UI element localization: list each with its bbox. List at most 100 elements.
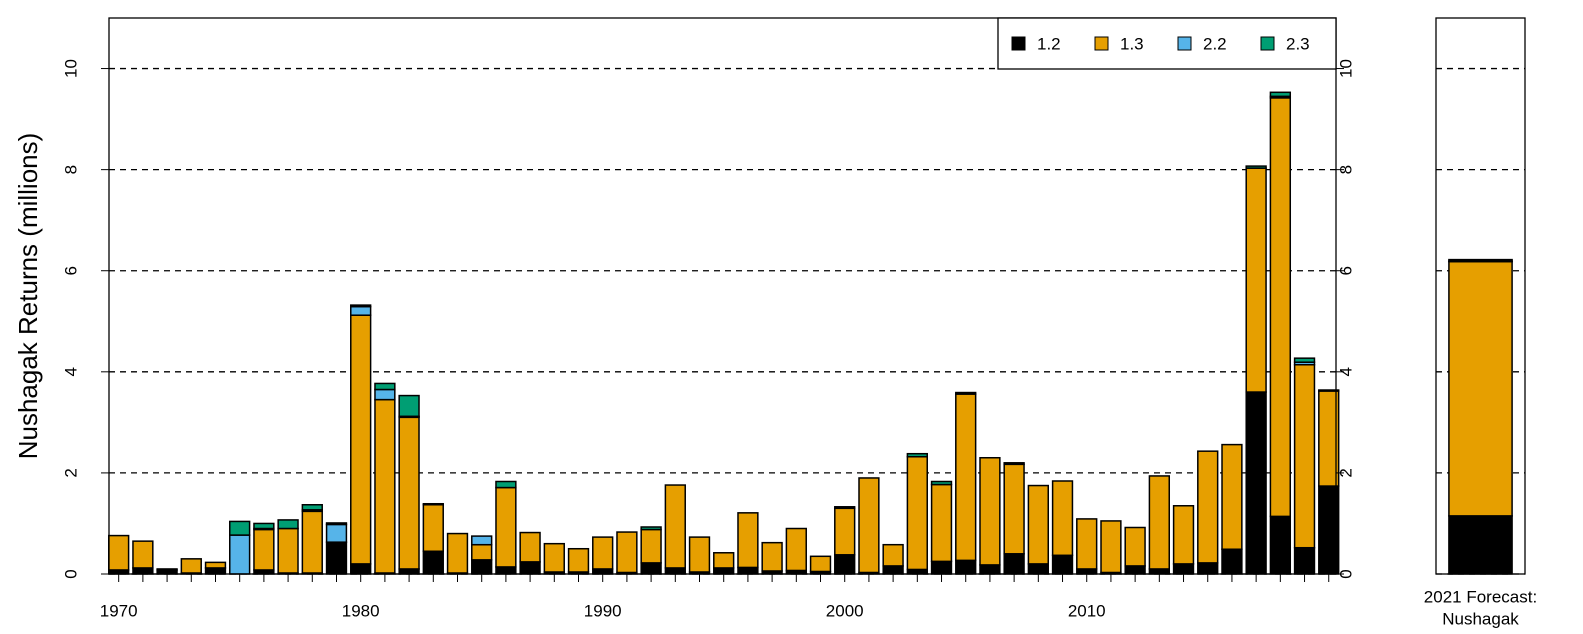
bar-segment	[156, 568, 178, 571]
bar-segment	[1172, 563, 1195, 575]
y-tick-label: 8	[61, 165, 80, 174]
y-tick-label: 8	[1336, 165, 1355, 174]
bar-segment	[955, 393, 977, 562]
bar-segment	[543, 542, 565, 573]
bar-segment	[640, 528, 662, 564]
bar-segment	[422, 502, 444, 506]
x-tick-label: 2021 Forecast:	[1424, 587, 1537, 606]
y-tick-label: 6	[1336, 266, 1355, 275]
bar-segment	[253, 528, 275, 571]
y-tick-label: 10	[1336, 59, 1355, 78]
y-tick-label: 6	[61, 266, 80, 275]
bar-segment	[519, 531, 541, 563]
bar-segment	[979, 456, 1001, 566]
bar-segment	[1197, 450, 1219, 564]
bar-segment	[785, 527, 807, 572]
bar-segment	[1293, 357, 1316, 363]
bar-segment	[592, 568, 614, 575]
legend-swatch	[1260, 36, 1275, 51]
bar-segment	[809, 555, 832, 573]
bar-segment	[1124, 565, 1146, 575]
y-tick-label: 4	[1336, 367, 1355, 376]
bar-segment	[834, 507, 856, 556]
bar-segment	[301, 510, 323, 574]
bar-segment	[1269, 97, 1292, 518]
x-tick-label: 1990	[584, 601, 622, 620]
bar-segment	[713, 567, 735, 575]
bar-segment	[737, 566, 759, 575]
bar-segment	[1124, 526, 1146, 567]
bar-segment	[1148, 568, 1171, 575]
bar-segment	[761, 541, 783, 572]
bar-segment	[1051, 554, 1074, 575]
bar-segment	[350, 304, 372, 308]
bar-segment	[204, 567, 227, 575]
bar-segment	[955, 391, 977, 395]
bar-segment	[325, 541, 348, 575]
y-tick-label: 2	[61, 468, 80, 477]
bar-segment	[229, 520, 251, 536]
bar-segment	[1269, 515, 1292, 575]
bar-segment	[1245, 165, 1267, 169]
y-axis-label: Nushagak Returns (millions)	[13, 133, 43, 460]
bar-segment	[1027, 563, 1049, 575]
bar-segment	[108, 534, 130, 571]
bar-segment	[204, 561, 227, 569]
y-tick-label: 10	[61, 59, 80, 78]
legend-swatch	[1177, 36, 1192, 51]
bar-segment	[664, 567, 686, 575]
bar-segment	[350, 563, 372, 575]
bar-segment	[640, 562, 662, 575]
bar-segment	[1003, 553, 1025, 575]
bar-segment	[737, 512, 759, 569]
bar-segment	[592, 536, 614, 570]
bar-segment	[495, 566, 517, 575]
legend-box	[997, 17, 1337, 70]
bar-segment	[422, 550, 444, 575]
bar-segment	[1448, 260, 1513, 517]
x-tick-label: 2000	[826, 601, 864, 620]
bar-segment	[519, 561, 541, 575]
bar-segment	[640, 526, 662, 531]
bar-segment	[1293, 363, 1316, 549]
bar-segment	[906, 455, 928, 571]
bar-segment	[616, 531, 638, 574]
bar-segment	[834, 554, 856, 575]
bar-segment	[277, 527, 299, 574]
bar-segment	[398, 416, 420, 570]
legend-label: 2.2	[1203, 34, 1227, 53]
bar-segment	[1221, 443, 1243, 550]
bar-segment	[664, 484, 686, 569]
bar-segment	[1003, 462, 1025, 466]
bar-segment	[1003, 463, 1025, 555]
bar-segment	[422, 504, 444, 553]
plot-frame	[1435, 17, 1526, 575]
bar-segment	[906, 452, 928, 458]
bar-segment	[132, 567, 154, 575]
bar-segment	[253, 522, 275, 530]
bar-segment	[180, 558, 202, 574]
bar-segment	[858, 477, 880, 574]
bar-segment	[350, 314, 372, 565]
bar-segment	[1051, 480, 1074, 557]
bar-segment	[882, 543, 904, 567]
y-tick-label: 2	[1336, 468, 1355, 477]
bar-segment	[325, 522, 348, 526]
legend-label: 1.2	[1037, 34, 1061, 53]
bar-segment	[1221, 548, 1243, 575]
bar-segment	[471, 559, 493, 575]
bar-segment	[350, 305, 372, 316]
bar-segment	[1269, 91, 1292, 98]
bar-segment	[471, 535, 493, 546]
bar-segment	[979, 564, 1001, 575]
bar-segment	[1076, 518, 1098, 570]
bar-segment	[471, 543, 493, 561]
bar-segment	[1448, 515, 1513, 575]
bar-segment	[930, 560, 953, 575]
bar-segment	[301, 504, 323, 511]
bar-segment	[1197, 562, 1219, 575]
bar-segment	[229, 534, 251, 575]
x-tick-label: 2010	[1068, 601, 1106, 620]
bar-segment	[132, 540, 154, 569]
